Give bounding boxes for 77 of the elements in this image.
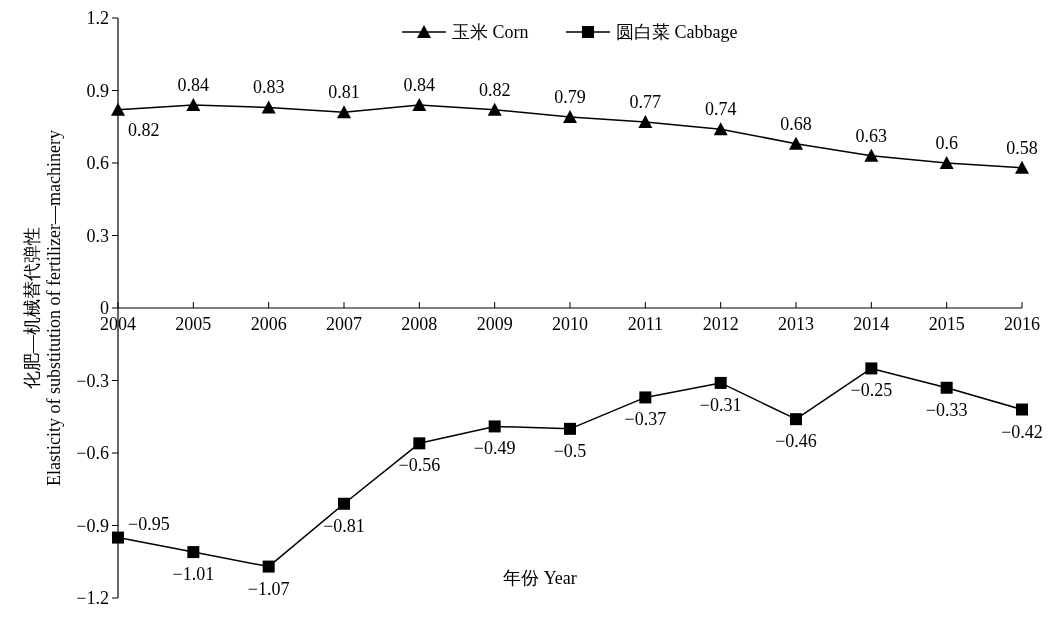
point <box>338 497 350 510</box>
y-tick-label: 0.6 <box>86 153 109 173</box>
point <box>112 531 124 544</box>
data-label: −0.37 <box>624 409 667 430</box>
point <box>639 391 652 404</box>
point <box>186 98 201 111</box>
data-label: 0.6 <box>935 133 958 153</box>
data-label: 0.84 <box>403 75 436 95</box>
x-tick-label: 2009 <box>476 314 513 334</box>
point <box>187 546 200 559</box>
data-label: 0.58 <box>1006 137 1038 158</box>
data-label: −0.5 <box>553 440 587 461</box>
data-label: 0.63 <box>855 125 888 146</box>
y-tick-label: −0.9 <box>76 515 109 536</box>
data-label: −0.25 <box>850 380 893 401</box>
point <box>262 560 275 573</box>
data-label: −0.31 <box>699 394 742 415</box>
data-label: −0.95 <box>128 513 170 534</box>
x-tick-label: 2015 <box>928 314 965 334</box>
y-tick-label: 1.2 <box>86 8 109 28</box>
point <box>413 437 426 450</box>
x-tick-label: 2008 <box>401 314 438 334</box>
point <box>487 102 502 116</box>
y-tick-label: 0.3 <box>86 225 109 246</box>
x-tick-label: 2006 <box>250 314 287 334</box>
data-label: 0.81 <box>328 82 360 103</box>
point <box>488 420 501 433</box>
data-label: −0.81 <box>323 515 365 536</box>
data-label: −1.01 <box>172 564 215 585</box>
point <box>790 413 802 426</box>
y-tick-label: −1.2 <box>76 588 109 608</box>
data-label: 0.74 <box>704 99 737 120</box>
y-tick-label: 0 <box>100 298 109 318</box>
point <box>261 100 276 114</box>
point <box>714 376 727 389</box>
data-label: 0.82 <box>128 119 160 140</box>
data-label: 0.83 <box>252 77 285 98</box>
x-tick-label: 2010 <box>552 314 588 334</box>
data-label: −0.33 <box>925 399 968 420</box>
point <box>111 102 125 116</box>
point <box>713 122 728 136</box>
legend-label: 玉米 Corn <box>452 22 529 42</box>
x-tick-label: 2013 <box>778 314 814 334</box>
data-label: 0.82 <box>478 79 511 100</box>
point <box>638 114 653 128</box>
data-label: 0.77 <box>629 91 662 112</box>
y-tick-label: −0.3 <box>76 370 109 391</box>
x-axis-title: 年份 Year <box>503 568 577 588</box>
x-tick-label: 2016 <box>1004 314 1040 334</box>
x-tick-label: 2014 <box>853 314 890 334</box>
point <box>940 381 953 394</box>
point <box>864 148 879 162</box>
point <box>939 156 954 169</box>
point <box>563 110 577 124</box>
y-tick-label: 0.9 <box>86 80 109 101</box>
data-label: −0.49 <box>473 438 516 459</box>
legend-label: 圆白菜 Cabbage <box>616 22 738 42</box>
data-label: 0.79 <box>554 87 586 108</box>
x-tick-label: 2007 <box>326 314 362 334</box>
data-label: −0.56 <box>398 455 441 476</box>
point <box>412 98 427 111</box>
point <box>1016 403 1028 416</box>
point <box>564 422 576 435</box>
data-label: −0.42 <box>1001 421 1043 442</box>
point <box>337 105 351 119</box>
point <box>865 362 878 375</box>
data-label: 0.68 <box>780 113 812 134</box>
point <box>789 136 803 150</box>
x-tick-label: 2012 <box>702 314 739 334</box>
data-label: −0.46 <box>775 431 817 452</box>
y-axis-title: 化肥—机械替代弹性 Elasticity of substitution of fertilizer—machinery <box>22 130 64 486</box>
point <box>1015 160 1029 174</box>
x-tick-label: 2011 <box>627 314 664 334</box>
data-label: −1.07 <box>247 578 290 599</box>
x-tick-label: 2005 <box>175 314 212 334</box>
y-tick-label: −0.6 <box>76 443 109 463</box>
data-label: 0.84 <box>177 75 210 95</box>
